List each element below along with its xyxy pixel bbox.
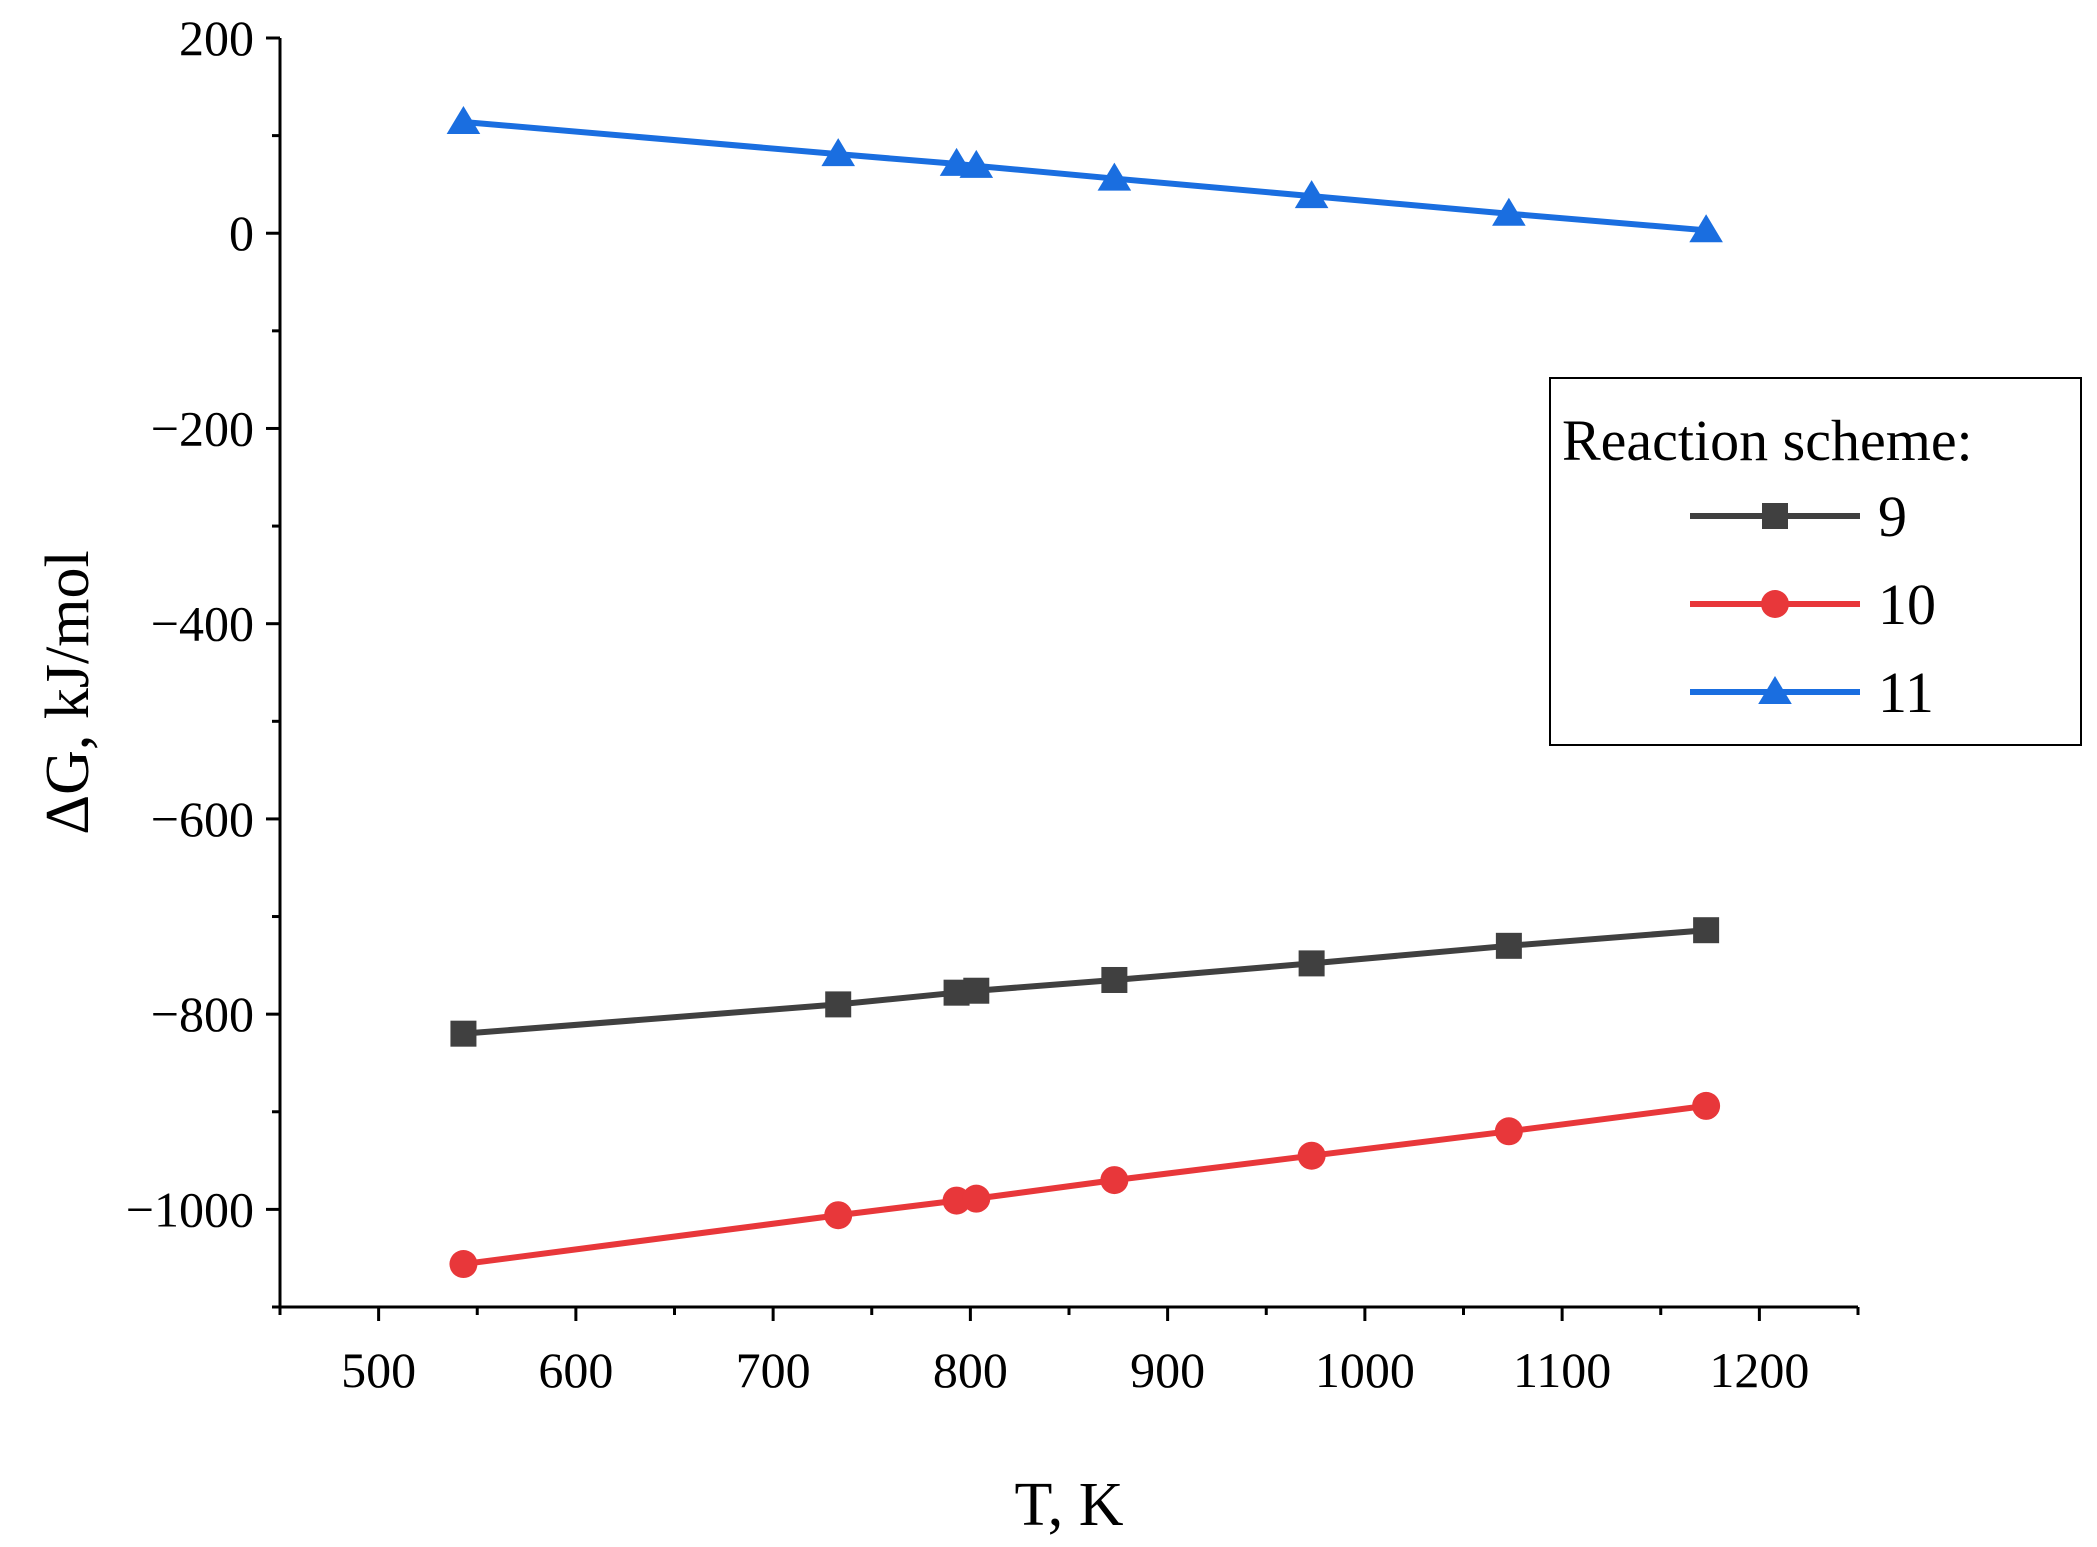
data-point	[1495, 932, 1522, 959]
x-tick-label: 700	[736, 1342, 811, 1398]
data-point	[963, 977, 990, 1004]
data-point	[1294, 180, 1329, 209]
legend-label: 10	[1878, 572, 1936, 637]
data-point	[1101, 966, 1128, 993]
x-tick-label: 900	[1130, 1342, 1205, 1398]
data-point	[1298, 950, 1325, 977]
legend-items: 9 10 11	[1690, 484, 1936, 725]
legend: Reaction scheme: 9 10 11	[1549, 377, 2082, 746]
series-9	[450, 917, 1720, 1047]
x-tick-label: 600	[538, 1342, 613, 1398]
y-tick-label: −200	[151, 400, 254, 456]
data-point	[1492, 197, 1526, 226]
x-tick-label: 1100	[1513, 1342, 1611, 1398]
series-line-10	[463, 1102, 1707, 1268]
y-tick-label: −1000	[126, 1181, 254, 1237]
legend-item-10: 10	[1690, 572, 1936, 637]
data-point	[1100, 1166, 1129, 1195]
data-point	[1693, 917, 1720, 944]
data-point	[450, 1020, 477, 1047]
x-tick-label: 500	[341, 1342, 416, 1398]
legend-item-9: 9	[1690, 484, 1907, 549]
y-tick-label: 200	[179, 10, 254, 66]
y-tick-label: −800	[151, 986, 254, 1042]
data-point	[1297, 1141, 1326, 1170]
legend-marker	[1762, 503, 1788, 529]
x-axis-title: T, K	[1014, 1471, 1123, 1539]
axes: 200 0 −200 −400 −600 −800 −1000 500 600 700 800 900…	[126, 10, 1860, 1398]
data-point	[1692, 1091, 1721, 1120]
x-tick-label: 1000	[1315, 1342, 1415, 1398]
y-tick-label: −600	[151, 791, 254, 847]
legend-item-11: 11	[1690, 660, 1934, 725]
series-10	[449, 1091, 1721, 1279]
legend-marker	[1758, 676, 1792, 704]
data-point	[821, 138, 856, 167]
data-point	[449, 1250, 478, 1279]
legend-marker	[1761, 590, 1789, 618]
y-tick-label: −400	[151, 596, 254, 652]
legend-label: 9	[1878, 484, 1907, 549]
legend-box	[1549, 377, 2082, 746]
series-11	[446, 105, 1723, 243]
data-point	[1689, 214, 1723, 243]
series-line-11	[463, 118, 1707, 234]
series-line-9	[463, 927, 1707, 1037]
x-tick-label: 1200	[1709, 1342, 1809, 1398]
series-layer	[446, 105, 1723, 1279]
x-tick-label: 800	[933, 1342, 1008, 1398]
y-axis-title: ΔG, kJ/mol	[34, 550, 102, 834]
data-point	[959, 149, 994, 178]
y-tick-label: 0	[229, 205, 254, 261]
data-point	[824, 1201, 853, 1230]
data-point	[1097, 162, 1132, 191]
data-point	[962, 1184, 991, 1213]
legend-label: 11	[1878, 660, 1934, 725]
legend-title: Reaction scheme:	[1562, 408, 1973, 473]
data-point	[446, 105, 481, 134]
data-point	[1494, 1117, 1523, 1146]
data-point	[825, 991, 852, 1018]
